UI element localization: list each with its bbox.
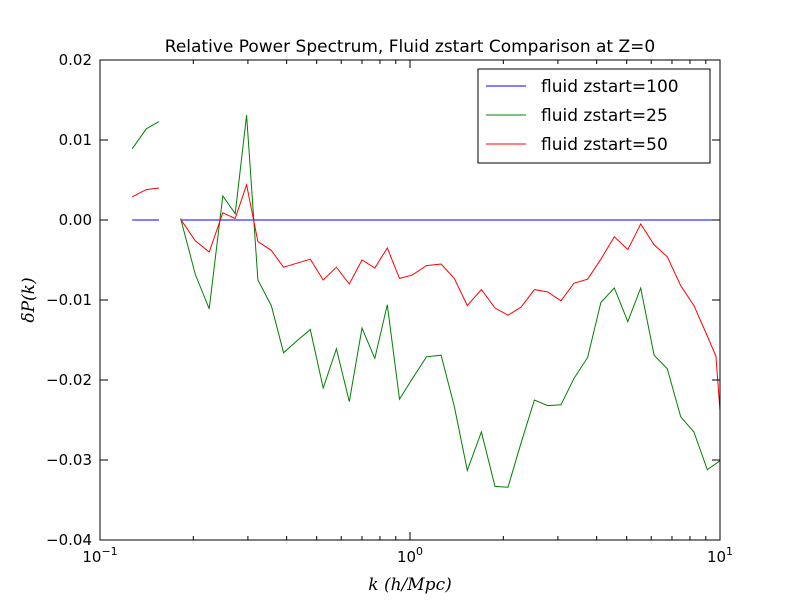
y-tick-label: 0.02	[59, 51, 92, 69]
y-axis-label: δP(k)	[19, 277, 39, 322]
series-line-3-segment-2	[180, 182, 721, 411]
y-tick-labels: 0.02 0.01 0.00 −0.01 −0.02 −0.03 −0.04	[46, 51, 92, 549]
y-tick-label: 0.00	[59, 211, 92, 229]
chart-title: Relative Power Spectrum, Fluid zstart Co…	[165, 37, 655, 57]
series-line-2-segment-1	[131, 121, 160, 150]
y-tick-label: 0.01	[59, 131, 92, 149]
plot-frame	[99, 59, 721, 541]
legend-box	[477, 68, 711, 164]
x-tick-label: 10−1	[82, 545, 117, 566]
x-tick-label: 100	[397, 545, 423, 566]
y-tick-label: −0.03	[46, 451, 92, 469]
legend: fluid zstart=100 fluid zstart=25 fluid zst…	[477, 68, 711, 164]
y-tick-label: −0.04	[46, 531, 92, 549]
legend-label-2: fluid zstart=25	[541, 106, 668, 126]
legend-label-3: fluid zstart=50	[541, 135, 668, 155]
series-layer	[131, 115, 721, 523]
series-line-2-segment-2	[180, 115, 721, 488]
y-tick-label: −0.01	[46, 291, 92, 309]
x-tick-label: 101	[707, 545, 733, 566]
y-tick-label: −0.02	[46, 371, 92, 389]
x-tick-labels: 10−1 100 101	[82, 545, 733, 566]
series-line-3-segment-1	[131, 187, 160, 198]
legend-label-1: fluid zstart=100	[541, 77, 679, 97]
x-axis-label: k (h/Mpc)	[368, 575, 451, 595]
